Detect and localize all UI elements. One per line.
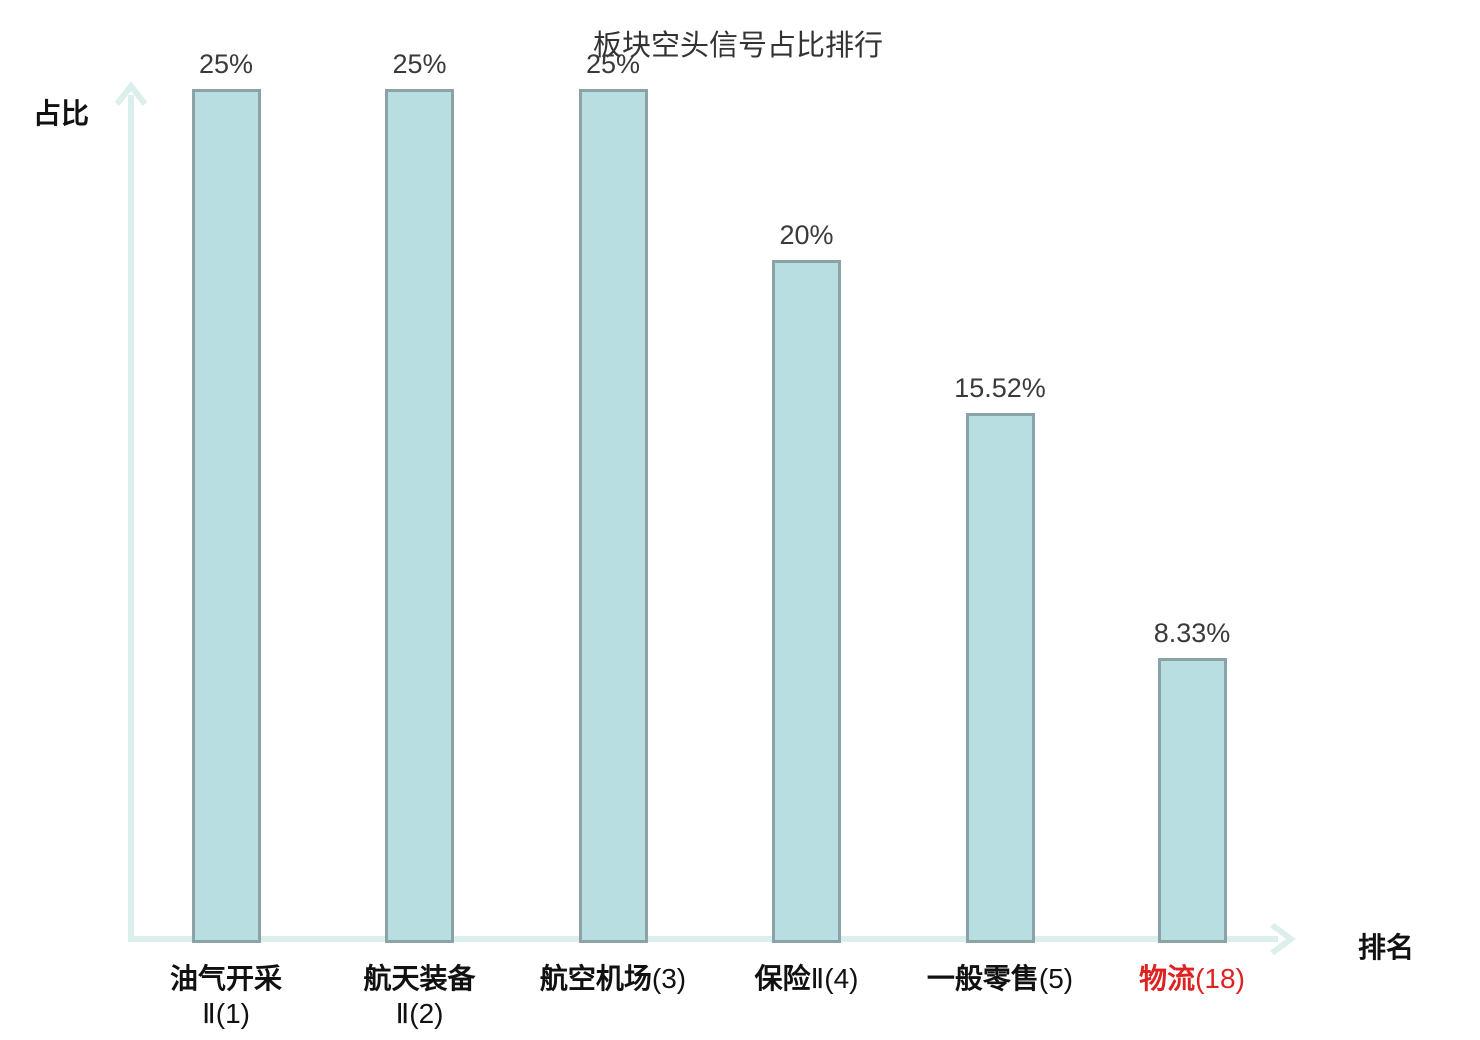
category-name: 保险 <box>754 963 811 994</box>
bar-value-label: 8.33% <box>1153 618 1231 648</box>
chart-title: 板块空头信号占比排行 <box>592 30 884 62</box>
bar <box>772 260 841 943</box>
category-label: 油气开采 Ⅱ(1) <box>170 961 282 1031</box>
category-name: 航天装备 <box>363 963 476 994</box>
category-label: 一般零售(5) <box>927 961 1073 996</box>
category-name: 物流 <box>1139 963 1196 994</box>
y-axis-arrow-icon <box>114 81 148 106</box>
bar-value-label: 25% <box>392 49 447 79</box>
bar <box>191 89 261 943</box>
category-label: 航空机场(3) <box>540 961 686 996</box>
bar-value-label: 25% <box>585 49 641 79</box>
category-label: 物流(18) <box>1139 961 1245 996</box>
category-rank: Ⅱ(4) <box>810 963 859 994</box>
x-axis-arrow-icon <box>1270 922 1297 956</box>
bar-value-label: 20% <box>779 220 834 250</box>
bar <box>385 89 454 943</box>
bar-value-label: 25% <box>198 49 254 79</box>
category-rank: (18) <box>1195 963 1245 994</box>
category-rank: Ⅱ(1) <box>201 998 251 1029</box>
category-rank: (3) <box>651 963 687 994</box>
category-rank: (5) <box>1038 963 1074 994</box>
category-rank: Ⅱ(2) <box>395 998 444 1029</box>
category-label: 航天装备 Ⅱ(2) <box>363 961 475 1031</box>
category-name: 油气开采 <box>169 963 283 994</box>
bar <box>1157 658 1227 943</box>
x-axis-label: 排名 <box>1358 932 1415 963</box>
category-name: 一般零售 <box>926 963 1039 994</box>
bar-value-label: 15.52% <box>954 373 1046 403</box>
bar <box>578 89 648 943</box>
category-name: 航空机场 <box>539 963 652 994</box>
y-axis-label: 占比 <box>33 98 90 129</box>
bar <box>965 413 1035 943</box>
category-label: 保险Ⅱ(4) <box>754 961 858 996</box>
